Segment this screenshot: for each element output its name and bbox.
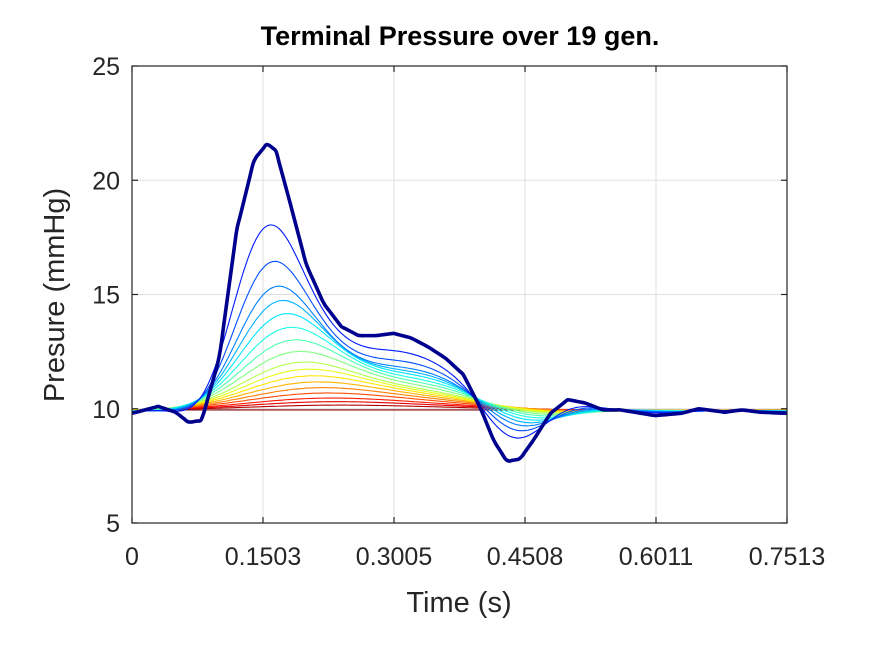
chart-title: Terminal Pressure over 19 gen. <box>261 21 660 51</box>
y-tick-label: 5 <box>106 510 120 538</box>
y-tick-label: 15 <box>92 282 120 310</box>
x-tick-label: 0.7513 <box>749 543 825 571</box>
series-layer <box>131 142 788 463</box>
x-axis-label: Time (s) <box>406 587 511 619</box>
y-tick-label: 10 <box>92 396 120 424</box>
y-axis-label: Presure (mmHg) <box>39 188 71 402</box>
x-tick-label: 0.6011 <box>619 543 694 571</box>
y-tick-label: 20 <box>92 167 120 195</box>
axis-ticks: 0 0.1503 0.3005 0.4508 0.6011 0.7513 5 10 15 20 25 <box>92 53 825 571</box>
series-line-gen-1 <box>131 142 788 463</box>
y-tick-label: 25 <box>92 53 120 81</box>
x-tick-label: 0.3005 <box>356 543 432 571</box>
grid-lines <box>132 66 787 523</box>
x-tick-label: 0 <box>125 543 139 571</box>
x-tick-label: 0.4508 <box>487 543 563 571</box>
x-tick-label: 0.1503 <box>225 543 301 571</box>
